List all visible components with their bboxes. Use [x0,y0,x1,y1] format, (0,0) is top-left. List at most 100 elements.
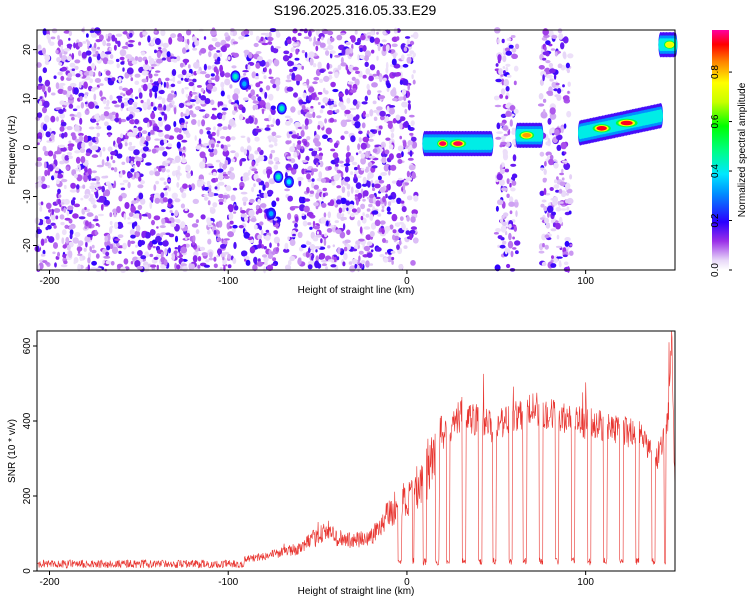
noise-speck [566,188,573,194]
noise-speck [78,50,82,57]
noise-speck [220,90,225,97]
noise-speck [317,102,321,105]
noise-speck [321,263,328,267]
noise-speck [149,88,152,93]
noise-speck [85,220,89,227]
noise-speck [207,238,212,245]
noise-speck [195,145,202,150]
noise-speck [64,224,69,229]
noise-speck [558,260,562,268]
noise-speck [45,131,51,138]
noise-speck [75,73,81,78]
noise-speck [364,55,369,62]
noise-speck [499,144,503,148]
noise-speck [91,154,99,158]
noise-speck [200,88,204,93]
noise-speck [199,128,204,135]
noise-speck [286,39,292,45]
noise-speck [248,153,255,161]
noise-speck [270,124,274,127]
noise-speck [230,150,236,154]
noise-speck [75,156,81,164]
noise-speck [116,206,121,214]
noise-speck [116,63,120,69]
noise-speck [258,189,262,194]
noise-speck [158,47,162,50]
noise-speck [78,132,84,137]
noise-speck [142,63,150,71]
noise-speck [255,82,261,88]
noise-speck [74,65,79,70]
noise-speck [149,229,155,236]
noise-speck [557,88,562,94]
noise-speck [148,73,153,79]
noise-speck [41,183,48,189]
noise-speck [35,245,40,252]
noise-speck [36,85,43,90]
noise-speck [158,146,165,151]
noise-speck [391,260,394,265]
noise-speck [92,218,99,222]
noise-speck [310,231,315,239]
noise-speck [377,90,382,93]
noise-speck [110,151,117,156]
noise-speck [561,160,569,163]
noise-speck [61,229,67,236]
noise-speck [95,50,99,55]
noise-speck [355,198,359,206]
noise-speck [160,251,164,259]
noise-speck [367,172,374,179]
noise-speck [97,213,104,217]
noise-speck [113,212,117,218]
noise-speck [163,138,167,145]
noise-speck [90,182,96,186]
noise-speck [370,249,374,253]
noise-speck [59,112,65,119]
noise-speck [388,153,394,161]
noise-speck [131,200,137,205]
noise-speck [72,213,79,219]
noise-speck [118,86,123,90]
noise-speck [512,247,517,250]
noise-speck [391,256,395,261]
noise-speck [548,158,554,166]
noise-speck [104,121,109,127]
noise-speck [305,155,310,162]
noise-speck [350,35,356,43]
noise-speck [95,126,102,130]
noise-speck [566,68,571,74]
noise-speck [285,79,292,83]
noise-speck [191,223,199,228]
noise-speck [272,118,276,125]
noise-speck [318,252,326,260]
noise-speck [355,152,359,156]
noise-speck [244,51,248,58]
noise-speck [266,124,270,128]
noise-speck [232,93,239,101]
noise-speck [549,187,554,191]
noise-speck [154,38,161,45]
noise-speck [77,263,81,272]
noise-speck [130,160,134,166]
noise-speck [117,234,124,239]
noise-speck [391,180,397,184]
noise-speck [513,225,517,232]
noise-speck [153,256,159,260]
noise-speck [183,123,187,129]
noise-speck [272,137,278,143]
noise-speck [267,189,274,196]
noise-speck [165,81,169,89]
noise-speck [404,36,411,39]
noise-speck [289,239,296,246]
noise-speck [95,39,102,43]
noise-speck [308,95,313,101]
noise-speck [66,210,70,216]
noise-speck [314,246,321,249]
noise-speck [88,197,95,202]
noise-speck [104,175,109,179]
noise-speck [393,27,398,34]
noise-speck [145,141,149,147]
noise-speck [367,180,371,188]
noise-speck [361,122,366,129]
noise-speck [318,78,324,83]
